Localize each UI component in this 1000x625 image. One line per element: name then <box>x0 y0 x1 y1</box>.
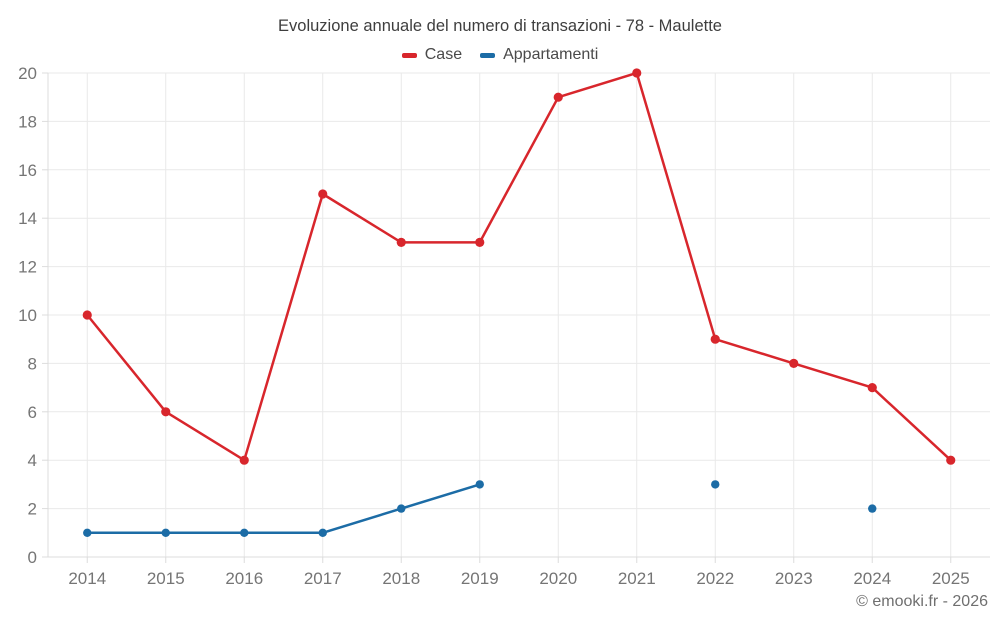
x-tick-label: 2014 <box>68 569 106 588</box>
data-point-case-2014[interactable] <box>82 310 92 320</box>
x-tick-label: 2023 <box>775 569 813 588</box>
x-tick-label: 2016 <box>225 569 263 588</box>
y-tick-label: 10 <box>18 306 37 325</box>
data-point-case-2021[interactable] <box>632 68 642 78</box>
x-tick-label: 2019 <box>461 569 499 588</box>
data-point-case-2022[interactable] <box>710 334 720 344</box>
y-tick-label: 2 <box>28 500 37 519</box>
data-point-case-2025[interactable] <box>946 455 956 465</box>
y-tick-label: 20 <box>18 64 37 83</box>
data-point-case-2015[interactable] <box>161 407 171 417</box>
y-tick-label: 6 <box>28 403 37 422</box>
x-tick-label: 2020 <box>539 569 577 588</box>
series-line-case <box>86 71 952 462</box>
x-tick-label: 2024 <box>853 569 891 588</box>
x-tick-label: 2018 <box>382 569 420 588</box>
legend-swatch-appartamenti-icon <box>480 52 496 58</box>
data-point-appartamenti-2022[interactable] <box>711 480 720 489</box>
y-tick-label: 8 <box>28 354 37 373</box>
legend-label-case: Case <box>424 46 463 63</box>
data-point-case-2018[interactable] <box>396 237 406 247</box>
data-point-appartamenti-2019[interactable] <box>475 480 484 489</box>
legend-item-appartamenti[interactable]: Appartamenti <box>480 46 598 64</box>
y-tick-label: 18 <box>18 112 37 131</box>
data-point-appartamenti-2018[interactable] <box>397 504 406 513</box>
legend-item-case[interactable]: Case <box>401 46 463 64</box>
copyright-text: © emooki.fr - 2026 <box>856 593 988 610</box>
x-tick-label: 2025 <box>932 569 970 588</box>
legend-swatch-case-icon <box>401 52 417 58</box>
x-tick-label: 2021 <box>618 569 656 588</box>
data-point-appartamenti-2016[interactable] <box>240 528 249 537</box>
series-line-appartamenti <box>86 483 481 535</box>
legend-label-appartamenti: Appartamenti <box>503 46 599 63</box>
x-tick-label: 2015 <box>147 569 185 588</box>
data-point-case-2024[interactable] <box>867 383 877 393</box>
x-tick-label: 2022 <box>696 569 734 588</box>
y-tick-label: 0 <box>28 548 37 567</box>
chart-legend: Case Appartamenti <box>0 46 1000 64</box>
y-tick-label: 14 <box>18 209 37 228</box>
x-tick-label: 2017 <box>304 569 342 588</box>
data-point-case-2019[interactable] <box>475 237 485 247</box>
data-point-case-2020[interactable] <box>553 92 563 102</box>
data-point-case-2017[interactable] <box>318 189 328 199</box>
chart-title: Evoluzione annuale del numero di transaz… <box>278 17 722 35</box>
data-point-case-2023[interactable] <box>789 358 799 368</box>
data-point-appartamenti-2015[interactable] <box>161 528 170 537</box>
y-tick-label: 4 <box>28 451 37 470</box>
data-point-case-2016[interactable] <box>239 455 249 465</box>
y-tick-label: 16 <box>18 161 37 180</box>
data-point-appartamenti-2017[interactable] <box>318 528 327 537</box>
data-point-appartamenti-2014[interactable] <box>83 528 92 537</box>
data-point-appartamenti-2024[interactable] <box>868 504 877 513</box>
y-tick-label: 12 <box>18 258 37 277</box>
